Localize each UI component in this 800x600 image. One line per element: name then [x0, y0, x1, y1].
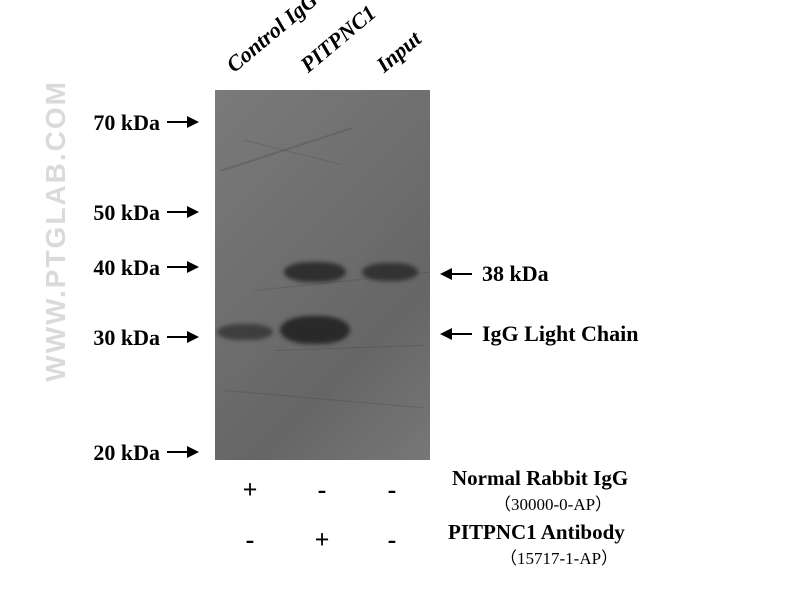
grid-cell: -	[367, 525, 417, 555]
grid-cell: +	[225, 475, 275, 505]
arrow-left-icon	[442, 273, 472, 275]
blot-band	[284, 262, 346, 282]
reagent-catalog: （30000-0-AP）	[494, 490, 612, 515]
blot-scratch	[245, 140, 342, 165]
band-identity-label: IgG Light Chain	[482, 321, 639, 347]
band-size-label: 38 kDa	[482, 261, 549, 287]
mw-label: 30 kDa	[70, 325, 160, 351]
arrow-right-icon	[167, 451, 197, 453]
mw-label: 40 kDa	[70, 255, 160, 281]
mw-label: 50 kDa	[70, 200, 160, 226]
grid-cell: -	[367, 475, 417, 505]
grid-cell: -	[225, 525, 275, 555]
blot-band	[362, 263, 418, 281]
mw-label: 70 kDa	[70, 110, 160, 136]
blot-scratch	[275, 345, 425, 351]
blot-band	[280, 316, 350, 344]
arrow-left-icon	[442, 333, 472, 335]
reagent-name: PITPNC1 Antibody	[448, 520, 625, 545]
arrow-right-icon	[167, 121, 197, 123]
arrow-right-icon	[167, 336, 197, 338]
reagent-name: Normal Rabbit IgG	[452, 466, 628, 491]
lane-label: Input	[371, 26, 426, 78]
blot-scratch	[225, 390, 424, 408]
grid-cell: +	[297, 525, 347, 555]
watermark-text: WWW.PTGLAB.COM	[40, 80, 72, 382]
grid-cell: -	[297, 475, 347, 505]
mw-label: 20 kDa	[70, 440, 160, 466]
reagent-catalog: （15717-1-AP）	[500, 544, 618, 569]
western-blot-figure: WWW.PTGLAB.COM Control IgG PITPNC1 Input…	[0, 0, 800, 600]
blot-scratch	[220, 127, 354, 172]
blot-image	[215, 90, 430, 460]
arrow-right-icon	[167, 211, 197, 213]
arrow-right-icon	[167, 266, 197, 268]
blot-band	[217, 324, 273, 340]
